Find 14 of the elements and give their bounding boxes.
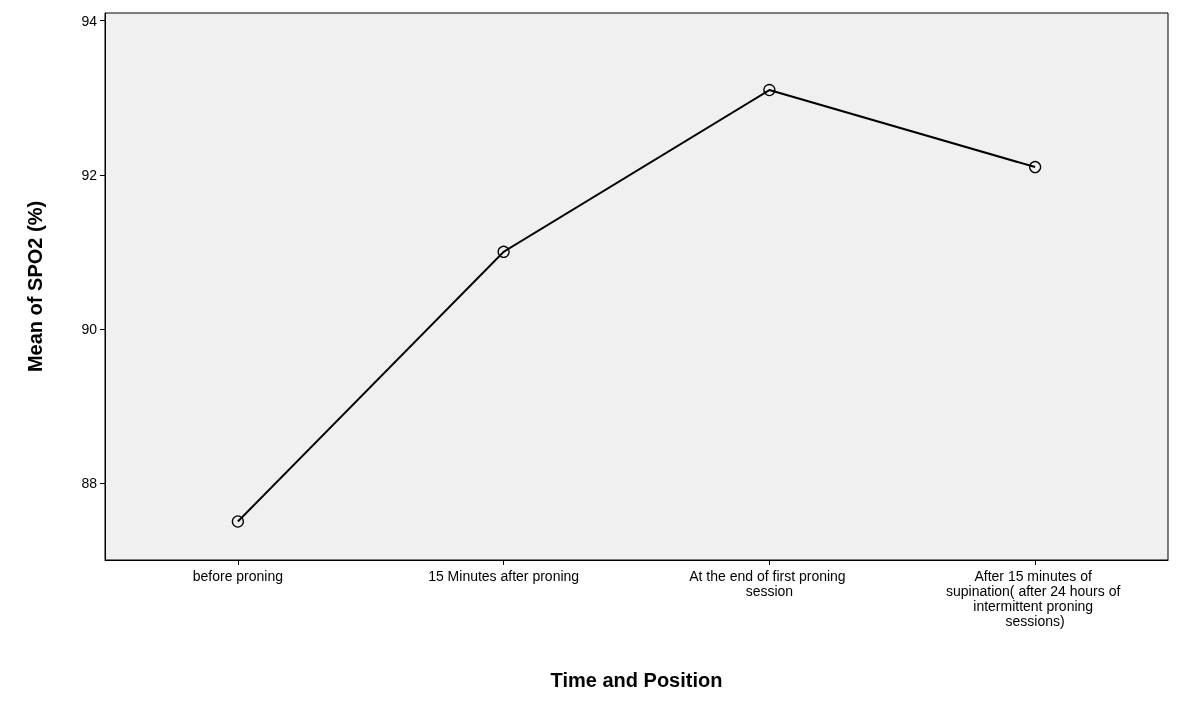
point: [1028, 160, 1042, 174]
x-axis-title: Time and Position: [550, 669, 723, 691]
point: [497, 245, 510, 258]
point: [231, 515, 245, 528]
y-axis-title: Mean of SPO2 (%): [24, 200, 46, 373]
x-tick-label: After 15 minutes of supination( after 24 hours of intermittent proning sessions): [946, 567, 1125, 629]
x-tick-label: At the end of first proning session: [689, 567, 850, 599]
x-tick-label: before proning: [192, 567, 284, 584]
point: [763, 83, 776, 97]
y-tick-label: 88: [81, 474, 98, 491]
y-tick-label: 94: [81, 12, 98, 29]
x-tick-label: 15 Minutes after proning: [428, 567, 580, 584]
y-tick-label: 92: [81, 166, 98, 183]
y-tick-label: 90: [81, 320, 98, 337]
